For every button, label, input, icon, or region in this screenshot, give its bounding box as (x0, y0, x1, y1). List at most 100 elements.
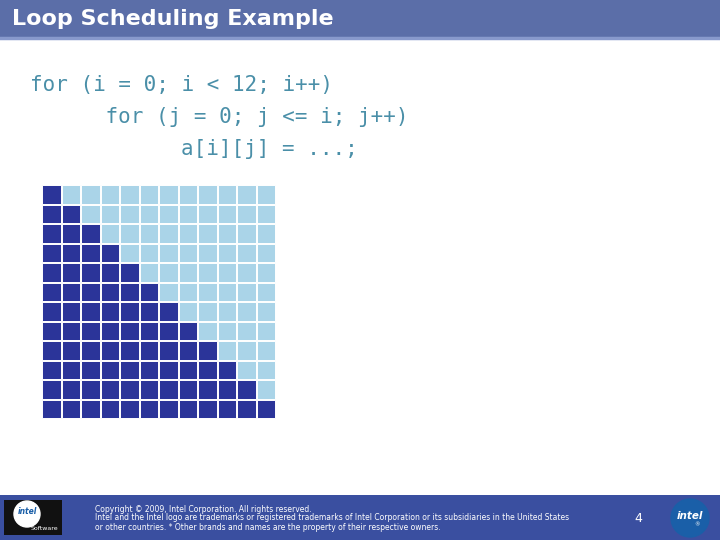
Text: 4: 4 (634, 511, 642, 524)
Text: Intel and the Intel logo are trademarks or registered trademarks of Intel Corpor: Intel and the Intel logo are trademarks … (95, 514, 569, 523)
FancyBboxPatch shape (256, 224, 275, 242)
FancyBboxPatch shape (101, 380, 119, 399)
FancyBboxPatch shape (42, 263, 60, 281)
FancyBboxPatch shape (198, 263, 217, 281)
FancyBboxPatch shape (61, 263, 80, 281)
FancyBboxPatch shape (179, 224, 197, 242)
FancyBboxPatch shape (237, 400, 256, 418)
FancyBboxPatch shape (140, 224, 158, 242)
FancyBboxPatch shape (120, 341, 138, 360)
FancyBboxPatch shape (237, 302, 256, 321)
FancyBboxPatch shape (159, 282, 178, 301)
FancyBboxPatch shape (81, 224, 99, 242)
FancyBboxPatch shape (179, 185, 197, 204)
FancyBboxPatch shape (217, 341, 236, 360)
FancyBboxPatch shape (120, 361, 138, 379)
Text: Loop Scheduling Example: Loop Scheduling Example (12, 9, 333, 29)
FancyBboxPatch shape (237, 244, 256, 262)
FancyBboxPatch shape (217, 400, 236, 418)
FancyBboxPatch shape (237, 341, 256, 360)
FancyBboxPatch shape (198, 400, 217, 418)
FancyBboxPatch shape (179, 205, 197, 223)
FancyBboxPatch shape (140, 400, 158, 418)
FancyBboxPatch shape (140, 361, 158, 379)
FancyBboxPatch shape (217, 302, 236, 321)
FancyBboxPatch shape (159, 341, 178, 360)
FancyBboxPatch shape (256, 185, 275, 204)
FancyBboxPatch shape (42, 400, 60, 418)
FancyBboxPatch shape (81, 321, 99, 340)
FancyBboxPatch shape (237, 361, 256, 379)
FancyBboxPatch shape (159, 380, 178, 399)
FancyBboxPatch shape (0, 495, 720, 540)
FancyBboxPatch shape (61, 380, 80, 399)
FancyBboxPatch shape (61, 282, 80, 301)
FancyBboxPatch shape (217, 321, 236, 340)
Text: a[i][j] = ...;: a[i][j] = ...; (80, 139, 358, 159)
FancyBboxPatch shape (159, 185, 178, 204)
FancyBboxPatch shape (140, 282, 158, 301)
Text: or other countries. * Other brands and names are the property of their respectiv: or other countries. * Other brands and n… (95, 523, 441, 531)
FancyBboxPatch shape (120, 185, 138, 204)
FancyBboxPatch shape (120, 244, 138, 262)
FancyBboxPatch shape (237, 205, 256, 223)
FancyBboxPatch shape (61, 205, 80, 223)
FancyBboxPatch shape (101, 400, 119, 418)
Text: ®: ® (694, 523, 700, 528)
FancyBboxPatch shape (42, 244, 60, 262)
FancyBboxPatch shape (81, 282, 99, 301)
FancyBboxPatch shape (140, 321, 158, 340)
FancyBboxPatch shape (140, 302, 158, 321)
FancyBboxPatch shape (140, 244, 158, 262)
FancyBboxPatch shape (81, 263, 99, 281)
FancyBboxPatch shape (237, 380, 256, 399)
FancyBboxPatch shape (179, 341, 197, 360)
FancyBboxPatch shape (140, 263, 158, 281)
FancyBboxPatch shape (42, 205, 60, 223)
FancyBboxPatch shape (61, 341, 80, 360)
Circle shape (671, 499, 709, 537)
FancyBboxPatch shape (61, 224, 80, 242)
FancyBboxPatch shape (4, 500, 62, 535)
FancyBboxPatch shape (101, 224, 119, 242)
FancyBboxPatch shape (61, 400, 80, 418)
FancyBboxPatch shape (217, 282, 236, 301)
FancyBboxPatch shape (0, 0, 720, 38)
FancyBboxPatch shape (159, 244, 178, 262)
FancyBboxPatch shape (159, 263, 178, 281)
Text: intel: intel (677, 511, 703, 521)
FancyBboxPatch shape (120, 321, 138, 340)
FancyBboxPatch shape (101, 244, 119, 262)
FancyBboxPatch shape (42, 185, 60, 204)
FancyBboxPatch shape (179, 321, 197, 340)
FancyBboxPatch shape (217, 205, 236, 223)
FancyBboxPatch shape (256, 321, 275, 340)
FancyBboxPatch shape (61, 302, 80, 321)
FancyBboxPatch shape (198, 244, 217, 262)
FancyBboxPatch shape (256, 380, 275, 399)
FancyBboxPatch shape (159, 361, 178, 379)
FancyBboxPatch shape (179, 361, 197, 379)
FancyBboxPatch shape (101, 205, 119, 223)
FancyBboxPatch shape (198, 321, 217, 340)
FancyBboxPatch shape (159, 224, 178, 242)
FancyBboxPatch shape (198, 282, 217, 301)
FancyBboxPatch shape (179, 244, 197, 262)
FancyBboxPatch shape (237, 263, 256, 281)
FancyBboxPatch shape (61, 244, 80, 262)
FancyBboxPatch shape (198, 205, 217, 223)
FancyBboxPatch shape (237, 185, 256, 204)
FancyBboxPatch shape (81, 361, 99, 379)
FancyBboxPatch shape (159, 302, 178, 321)
FancyBboxPatch shape (140, 205, 158, 223)
FancyBboxPatch shape (81, 400, 99, 418)
FancyBboxPatch shape (101, 185, 119, 204)
FancyBboxPatch shape (198, 224, 217, 242)
Text: Software: Software (30, 525, 58, 530)
FancyBboxPatch shape (101, 341, 119, 360)
Ellipse shape (676, 508, 704, 528)
FancyBboxPatch shape (140, 341, 158, 360)
FancyBboxPatch shape (81, 244, 99, 262)
FancyBboxPatch shape (81, 302, 99, 321)
FancyBboxPatch shape (61, 321, 80, 340)
